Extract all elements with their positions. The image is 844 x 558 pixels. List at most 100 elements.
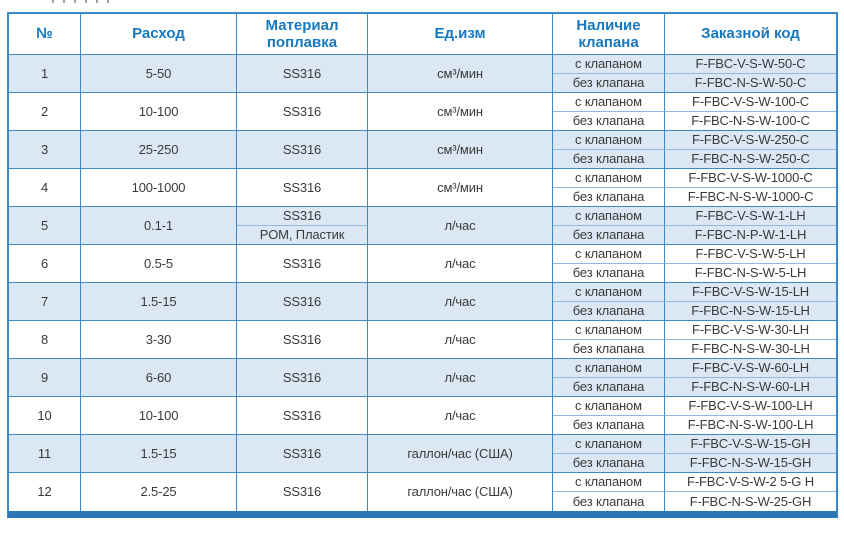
cell-number: 4 — [9, 169, 81, 207]
table-row: без клапана F-FBC-N-S-W-30-LH — [9, 340, 836, 359]
cell-valve-option-without: без клапана — [553, 454, 665, 473]
cell-float-material: SS316 — [237, 55, 368, 93]
col-header-valve: Наличие клапана — [553, 14, 665, 55]
table-row: 9 6-60 SS316 л/час с клапаном F-FBC-V-S-W-60-… — [9, 359, 836, 397]
cell-order-code-with: F-FBC-V-S-W-60-LH — [665, 359, 836, 378]
cell-number: 11 — [9, 435, 81, 473]
flowmeter-spec-table-wrap: № Расход Материал поплавка Ед.изм Наличи… — [7, 12, 838, 518]
cell-order-code-without: F-FBC-N-S-W-50-C — [665, 74, 836, 93]
cell-unit: л/час — [368, 321, 553, 359]
cell-unit: см³/мин — [368, 55, 553, 93]
cell-number: 7 — [9, 283, 81, 321]
table-row: 8 3-30 SS316 л/час с клапаном F-FBC-V-S-W-30-… — [9, 321, 836, 359]
cell-valve-option-without: без клапана — [553, 378, 665, 397]
table-body: 1 5-50 SS316 см³/мин с клапаном F-FBC-V-S-W-5… — [9, 55, 836, 511]
cell-order-code-without: F-FBC-N-S-W-15-LH — [665, 302, 836, 321]
table-row: 6 0.5-5 SS316 л/час с клапаном F-FBC-V-S-W-5-… — [9, 245, 836, 283]
cell-number: 1 — [9, 55, 81, 93]
cell-float-material: SS316 — [237, 321, 368, 359]
cell-order-code-without: F-FBC-N-P-W-1-LH — [665, 226, 836, 245]
cell-valve-option-without: без клапана — [553, 74, 665, 93]
table-row: без клапана F-FBC-N-S-W-100-C — [9, 112, 836, 131]
cell-valve-option-without: без клапана — [553, 112, 665, 131]
col-header-flow: Расход — [81, 14, 237, 55]
cell-order-code-with: F-FBC-V-S-W-2 5-G H — [665, 473, 836, 492]
table-row: 1 5-50 SS316 см³/мин с клапаном F-FBC-V-S-W-5… — [9, 55, 836, 93]
table-row: 3 25-250 SS316 см³/мин с клапаном F-FBC-V-S-W… — [9, 131, 836, 169]
cell-flow-range: 100-1000 — [81, 169, 237, 207]
cell-valve-option-with: с клапаном — [553, 93, 665, 112]
cell-number: 5 — [9, 207, 81, 245]
cell-float-material: SS316 — [237, 283, 368, 321]
cell-float-material: SS316 — [237, 207, 368, 226]
cell-valve-option-without: без клапана — [553, 264, 665, 283]
cell-valve-option-without: без клапана — [553, 150, 665, 169]
cell-order-code-without: F-FBC-N-S-W-15-GH — [665, 454, 836, 473]
cell-order-code-without: F-FBC-N-S-W-250-C — [665, 150, 836, 169]
cell-flow-range: 0.5-5 — [81, 245, 237, 283]
cell-order-code-without: F-FBC-N-S-W-100-C — [665, 112, 836, 131]
cell-valve-option-with: с клапаном — [553, 359, 665, 378]
header-row: № Расход Материал поплавка Ед.изм Наличи… — [9, 14, 836, 55]
table-header: № Расход Материал поплавка Ед.изм Наличи… — [9, 14, 836, 55]
cell-number: 6 — [9, 245, 81, 283]
cell-order-code-with: F-FBC-V-S-W-250-C — [665, 131, 836, 150]
table-row: без клапана F-FBC-N-S-W-5-LH — [9, 264, 836, 283]
cell-unit: галлон/час (США) — [368, 473, 553, 511]
cell-flow-range: 1.5-15 — [81, 283, 237, 321]
cell-order-code-with: F-FBC-V-S-W-100-LH — [665, 397, 836, 416]
cell-unit: л/час — [368, 245, 553, 283]
cell-valve-option-with: с клапаном — [553, 207, 665, 226]
flowmeter-spec-table: № Расход Материал поплавка Ед.изм Наличи… — [9, 14, 836, 511]
table-row: без клапана F-FBC-N-S-W-60-LH — [9, 378, 836, 397]
table-row: без клапана F-FBC-N-S-W-25-GH — [9, 492, 836, 511]
table-row: 10 10-100 SS316 л/час с клапаном F-FBC-V-S-W-… — [9, 397, 836, 435]
cell-float-material: SS316 — [237, 359, 368, 397]
cell-valve-option-without: без клапана — [553, 188, 665, 207]
cell-valve-option-with: с клапаном — [553, 283, 665, 302]
table-row: без клапана F-FBC-N-S-W-15-LH — [9, 302, 836, 321]
cell-order-code-with: F-FBC-V-S-W-50-C — [665, 55, 836, 74]
table-row: 5 0.1-1 SS316 л/час с клапаном F-FBC-V-S-W-1-… — [9, 207, 836, 245]
cell-float-material: SS316 — [237, 397, 368, 435]
col-header-unit: Ед.изм — [368, 14, 553, 55]
cell-valve-option-with: с клапаном — [553, 169, 665, 188]
cell-order-code-with: F-FBC-V-S-W-1-LH — [665, 207, 836, 226]
col-header-float-material: Материал поплавка — [237, 14, 368, 55]
cell-float-material: SS316 — [237, 131, 368, 169]
cell-valve-option-with: с клапаном — [553, 131, 665, 150]
table-row: без клапана F-FBC-N-S-W-100-LH — [9, 416, 836, 435]
cell-flow-range: 10-100 — [81, 93, 237, 131]
cell-float-material: SS316 — [237, 93, 368, 131]
cell-flow-range: 2.5-25 — [81, 473, 237, 511]
cell-valve-option-without: без клапана — [553, 492, 665, 511]
cell-valve-option-with: с клапаном — [553, 321, 665, 340]
cell-order-code-without: F-FBC-N-S-W-1000-C — [665, 188, 836, 207]
cell-flow-range: 5-50 — [81, 55, 237, 93]
cell-flow-range: 10-100 — [81, 397, 237, 435]
cell-float-material-alt: POM, Пластик — [237, 226, 368, 245]
cell-float-material: SS316 — [237, 245, 368, 283]
cell-unit: л/час — [368, 359, 553, 397]
col-header-number: № — [9, 14, 81, 55]
cell-order-code-with: F-FBC-V-S-W-1000-C — [665, 169, 836, 188]
cell-order-code-without: F-FBC-N-S-W-25-GH — [665, 492, 836, 511]
cell-valve-option-with: с клапаном — [553, 55, 665, 74]
cell-number: 9 — [9, 359, 81, 397]
cell-valve-option-with: с клапаном — [553, 473, 665, 492]
cell-flow-range: 1.5-15 — [81, 435, 237, 473]
cell-number: 2 — [9, 93, 81, 131]
cell-order-code-with: F-FBC-V-S-W-15-GH — [665, 435, 836, 454]
cell-float-material: SS316 — [237, 169, 368, 207]
table-row: без клапана F-FBC-N-S-W-250-C — [9, 150, 836, 169]
table-row: без клапана F-FBC-N-S-W-50-C — [9, 74, 836, 93]
cell-order-code-with: F-FBC-V-S-W-100-C — [665, 93, 836, 112]
table-row: без клапана F-FBC-N-S-W-15-GH — [9, 454, 836, 473]
cell-order-code-without: F-FBC-N-S-W-30-LH — [665, 340, 836, 359]
table-row: POM, Пластик без клапана F-FBC-N-P-W-1-LH — [9, 226, 836, 245]
cell-flow-range: 0.1-1 — [81, 207, 237, 245]
cell-order-code-with: F-FBC-V-S-W-15-LH — [665, 283, 836, 302]
cell-unit: л/час — [368, 207, 553, 245]
table-row: 12 2.5-25 SS316 галлон/час (США) с клапаном F… — [9, 473, 836, 511]
